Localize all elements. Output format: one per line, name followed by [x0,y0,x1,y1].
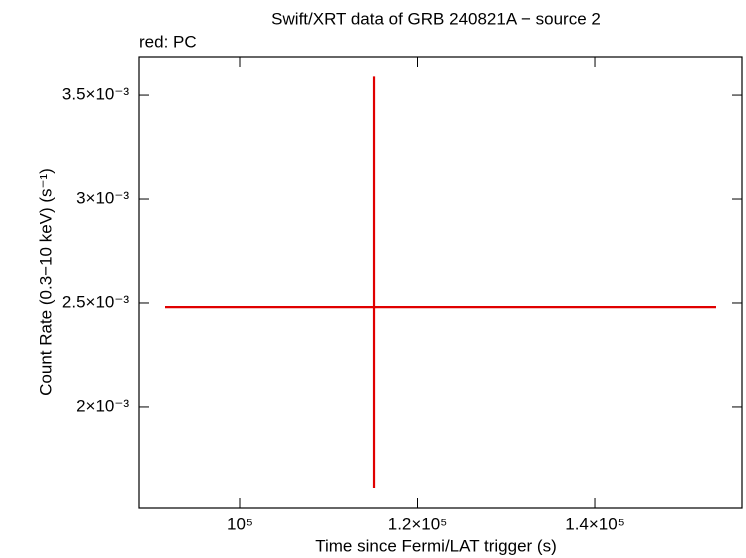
y-tick-label: 3.5×10⁻³ [62,85,129,104]
y-tick-label: 2×10⁻³ [76,396,129,415]
y-tick-label: 3×10⁻³ [76,189,129,208]
y-axis-label: Count Rate (0.3−10 keV) (s⁻¹) [36,168,55,396]
x-tick-label: 10⁵ [227,514,253,533]
x-tick-label: 1.2×10⁵ [388,514,448,533]
chart-subtitle: red: PC [139,32,197,51]
x-tick-label: 1.4×10⁵ [565,514,625,533]
x-axis-label: Time since Fermi/LAT trigger (s) [315,536,557,555]
chart-title: Swift/XRT data of GRB 240821A − source 2 [271,9,601,28]
plot-frame [138,56,743,509]
y-tick-label: 2.5×10⁻³ [62,292,129,311]
